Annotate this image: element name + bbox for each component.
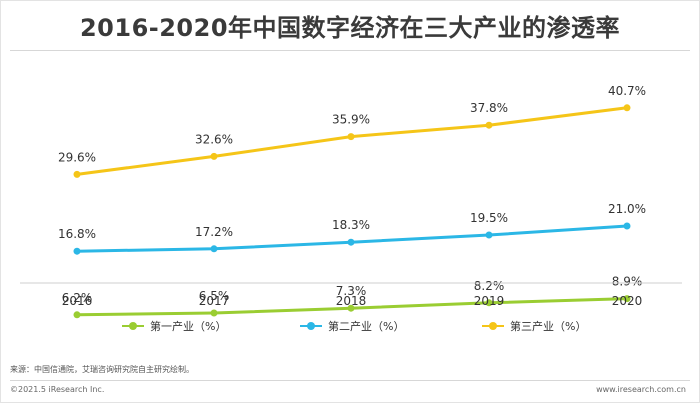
legend-swatch-1 — [122, 322, 144, 330]
series-3-point-5 — [623, 104, 631, 112]
x-tick-label-4: 2019 — [474, 294, 505, 308]
legend: 第一产业（%） 第二产业（%） 第三产业（%） — [0, 318, 700, 334]
website-link[interactable]: www.iresearch.com.cn — [596, 385, 686, 394]
legend-item-2: 第二产业（%） — [300, 318, 404, 334]
x-tick-label-5: 2020 — [612, 294, 643, 308]
series-1-point-4 — [485, 299, 493, 307]
series-2-point-4 — [485, 231, 493, 239]
footer-divider — [10, 380, 690, 381]
series-2-data-label-1: 16.8% — [58, 227, 96, 241]
series-2-point-1 — [73, 247, 81, 255]
series-1-data-label-2: 6.5% — [199, 289, 230, 303]
x-tick-label-1: 2016 — [62, 294, 93, 308]
x-tick-labels: 2016 2017 2018 2019 2020 — [62, 294, 643, 308]
legend-label-3: 第三产业（%） — [510, 320, 587, 333]
series-3-point-4 — [485, 121, 493, 129]
x-tick-label-2: 2017 — [199, 294, 230, 308]
series-3-point-2 — [210, 152, 218, 160]
series-1-point-5 — [623, 295, 631, 303]
copyright-text: ©2021.5 iResearch Inc. — [10, 385, 105, 394]
legend-swatch-2 — [300, 322, 322, 330]
series-3-point-1 — [73, 170, 81, 178]
series-1-data-label-1: 6.2% — [62, 291, 93, 305]
series-1: 6.2% 6.5% 7.3% 8.2% 8.9% — [62, 275, 643, 319]
legend-label-1: 第一产业（%） — [150, 320, 227, 333]
series-2-point-3 — [347, 238, 355, 246]
source-note: 来源：中国信通院，艾瑞咨询研究院自主研究绘制。 — [10, 365, 194, 374]
series-2-point-2 — [210, 245, 218, 253]
series-3-data-label-5: 40.7% — [608, 84, 646, 98]
series-2-data-label-2: 17.2% — [195, 225, 233, 239]
series-2-data-label-3: 18.3% — [332, 218, 370, 232]
legend-swatch-3 — [482, 322, 504, 330]
series-3-data-label-4: 37.8% — [470, 101, 508, 115]
series-1-point-3 — [347, 304, 355, 312]
legend-item-3: 第三产业（%） — [482, 318, 586, 334]
series-3-data-label-1: 29.6% — [58, 150, 96, 164]
series-3-data-label-3: 35.9% — [332, 113, 370, 127]
series-2-data-label-5: 21.0% — [608, 202, 646, 216]
legend-item-1: 第一产业（%） — [122, 318, 226, 334]
series-2-data-label-4: 19.5% — [470, 211, 508, 225]
series-3-data-label-2: 32.6% — [195, 132, 233, 146]
series-1-data-label-3: 7.3% — [336, 284, 367, 298]
title-divider — [10, 50, 690, 51]
series-3: 29.6% 32.6% 35.9% 37.8% 40.7% — [58, 84, 646, 178]
x-tick-label-3: 2018 — [336, 294, 367, 308]
series-1-data-label-5: 8.9% — [612, 275, 643, 289]
series-2-point-5 — [623, 222, 631, 230]
series-1-point-2 — [210, 309, 218, 317]
chart-title: 2016-2020年中国数字经济在三大产业的渗透率 — [79, 14, 621, 42]
series-1-data-label-4: 8.2% — [474, 279, 505, 293]
legend-label-2: 第二产业（%） — [328, 320, 405, 333]
series-3-point-3 — [347, 133, 355, 141]
series-layer: 6.2% 6.5% 7.3% 8.2% 8.9% 16.8% 17.2% 18.3% 19.5%… — [58, 84, 646, 319]
series-2: 16.8% 17.2% 18.3% 19.5% 21.0% — [58, 202, 646, 255]
series-1-point-1 — [73, 311, 81, 319]
